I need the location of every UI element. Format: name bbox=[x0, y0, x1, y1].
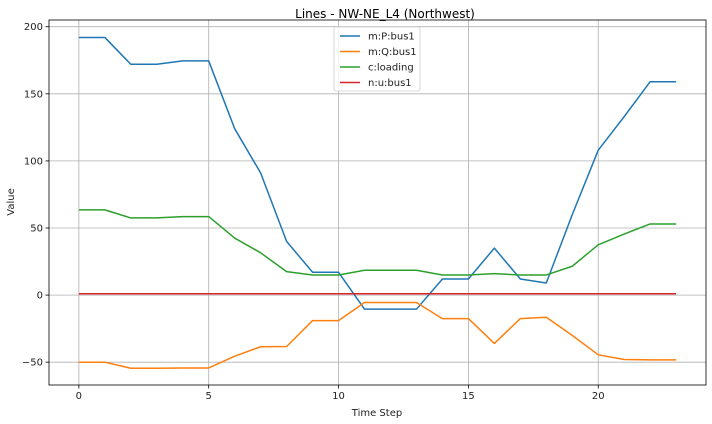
legend: m:P:bus1 m:Q:bus1 c:loading n:u:bus1 bbox=[333, 26, 421, 92]
x-tick-label: 20 bbox=[592, 391, 605, 402]
series-line-1 bbox=[78, 301, 677, 369]
legend-label-0: m:P:bus1 bbox=[368, 32, 415, 43]
x-tick-label: 15 bbox=[462, 391, 475, 402]
x-tick-label: 5 bbox=[206, 391, 212, 402]
x-tick-label: 0 bbox=[76, 391, 82, 402]
series-lines bbox=[78, 36, 677, 369]
x-tick-label: 10 bbox=[332, 391, 345, 402]
y-axis-label: Value bbox=[6, 188, 17, 215]
legend-label-2: c:loading bbox=[368, 63, 414, 74]
chart-title: Lines - NW-NE_L4 (Northwest) bbox=[295, 7, 475, 21]
y-tick-label: 150 bbox=[24, 89, 43, 100]
legend-label-1: m:Q:bus1 bbox=[368, 47, 417, 58]
legend-box bbox=[333, 26, 421, 92]
y-tick-label: 200 bbox=[24, 22, 43, 33]
plot-area-frame bbox=[48, 19, 707, 386]
y-tick-label: −50 bbox=[22, 358, 43, 369]
y-tick-label: 0 bbox=[37, 291, 43, 302]
series-line-2 bbox=[78, 209, 677, 276]
legend-label-3: n:u:bus1 bbox=[368, 78, 412, 89]
x-axis: 0 5 10 15 20 bbox=[76, 385, 605, 402]
y-axis: −50 0 50 100 150 200 bbox=[22, 22, 49, 369]
x-axis-label: Time Step bbox=[351, 408, 402, 419]
y-tick-label: 50 bbox=[30, 223, 43, 234]
series-line-0 bbox=[78, 36, 677, 310]
y-tick-label: 100 bbox=[24, 156, 43, 167]
